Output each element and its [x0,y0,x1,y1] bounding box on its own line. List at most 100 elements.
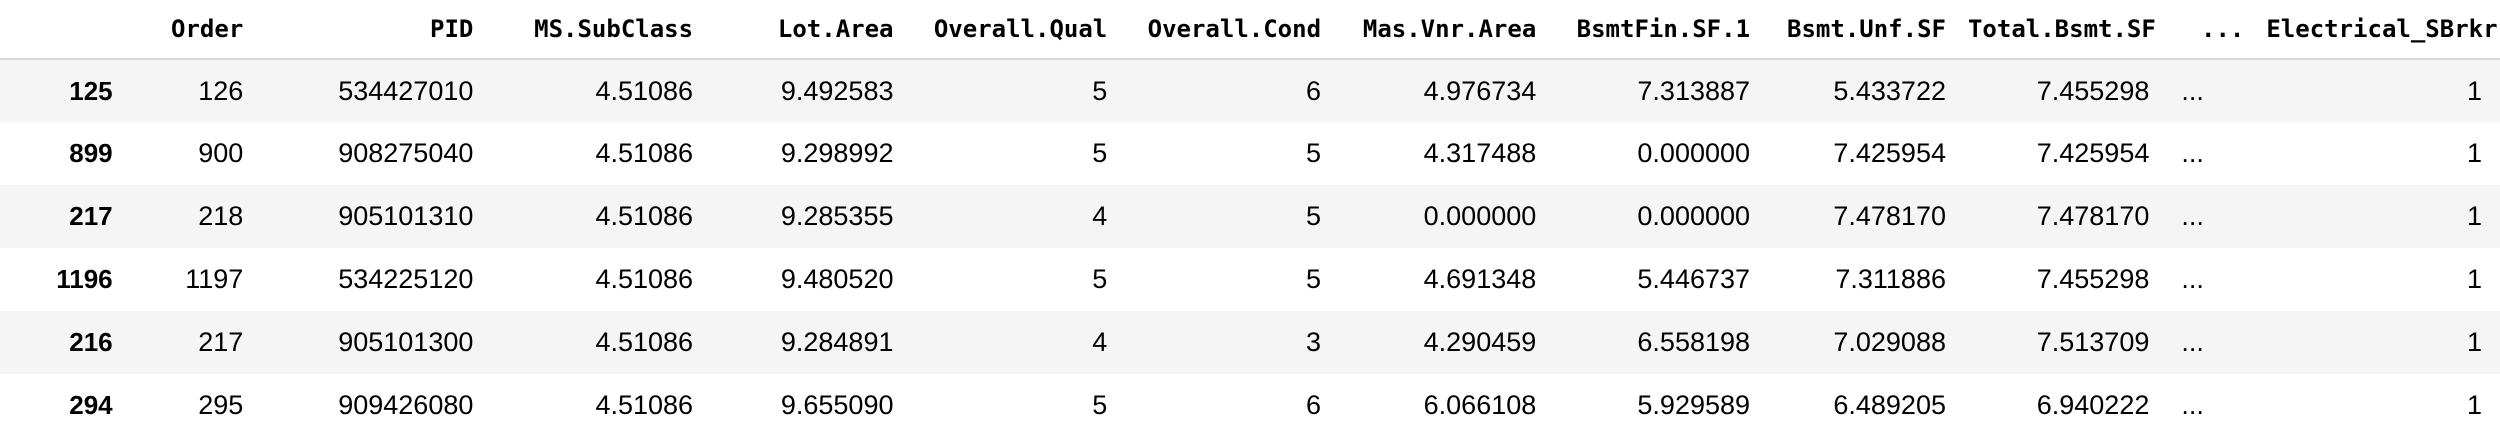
table-cell: 126 [198,75,244,106]
header-cell-total-bsmt-sf: Total.Bsmt.SF [1963,0,2168,60]
table-cell: 9.492583 [780,75,894,106]
table-header: Order PID MS.SubClass Lot.Area Overall.Q… [0,0,2500,60]
table-cell: 905101300 [338,327,474,357]
table-cell: 9.655090 [780,390,894,420]
table-cell: 6 [1305,75,1322,106]
table-row: 125 126 534427010 4.51086 9.492583 5 6 4… [0,59,2500,122]
table-cell: 6.489205 [1833,390,1946,420]
table-cell: 295 [198,390,244,420]
table-cell: 4.51086 [595,264,694,294]
row-index-cell: 294 [69,390,113,420]
table-cell: 6.940222 [2036,390,2150,420]
table-cell: 905101310 [338,201,474,231]
table-cell: 7.513709 [2036,327,2150,357]
table-body: 125 126 534427010 4.51086 9.492583 5 6 4… [0,59,2500,436]
table-cell: 5 [1305,201,1322,231]
row-index-cell: 217 [69,201,113,231]
header-cell-overall-cond: Overall.Cond [1125,0,1340,60]
ellipsis-cell: ... [2181,201,2204,231]
table-cell: 1 [2466,390,2482,420]
table-cell: 5.433722 [1833,75,1946,106]
header-cell-overall-qual: Overall.Qual [911,0,1126,60]
table-cell: 217 [198,327,244,357]
table-cell: 7.425954 [1833,138,1946,168]
table-cell: 7.311886 [1835,264,1946,294]
table-cell: 1 [2466,75,2482,106]
table-cell: 1 [2466,138,2482,168]
header-cell-electrical-sbrkr: Electrical_SBrkr [2262,0,2500,60]
header-cell-bsmt-unf-sf: Bsmt.Unf.SF [1768,0,1964,60]
table-cell: 6.558198 [1637,327,1751,357]
table-cell: 5 [1092,264,1108,294]
header-cell-pid: PID [261,0,492,60]
table-cell: 900 [198,138,244,168]
row-index-cell: 125 [69,75,113,106]
table-cell: 1197 [185,264,244,294]
header-cell-ellipsis: ... [2167,0,2263,60]
table-cell: 7.313887 [1637,75,1751,106]
table-cell: 4.51086 [595,327,694,357]
table-cell: 9.298992 [780,138,894,168]
table-row: 294 295 909426080 4.51086 9.655090 5 6 6… [0,374,2500,436]
table-cell: 5 [1092,75,1108,106]
table-cell: 0.000000 [1423,201,1537,231]
header-cell-lot-area: Lot.Area [711,0,912,60]
table-cell: 5 [1305,264,1322,294]
table-cell: 4.317488 [1423,138,1537,168]
table-cell: 7.029088 [1833,327,1946,357]
row-index-cell: 1196 [56,264,113,294]
table-cell: 4.51086 [595,390,694,420]
table-cell: 0.000000 [1637,138,1751,168]
ellipsis-cell: ... [2181,264,2204,294]
ellipsis-cell: ... [2181,138,2204,168]
ellipsis-cell: ... [2181,390,2204,420]
table-cell: 5.446737 [1637,264,1751,294]
table-cell: 5 [1305,138,1322,168]
table-cell: 9.284891 [780,327,894,357]
table-cell: 5 [1092,138,1108,168]
table-row: 217 218 905101310 4.51086 9.285355 4 5 0… [0,185,2500,248]
table-cell: 4.976734 [1423,75,1537,106]
table-cell: 4 [1092,327,1108,357]
table-cell: 908275040 [338,138,474,168]
header-cell-index [0,0,131,60]
table-cell: 7.455298 [2036,75,2150,106]
header-cell-bsmtfin-sf-1: BsmtFin.SF.1 [1554,0,1769,60]
table-cell: 3 [1305,327,1322,357]
table-row: 899 900 908275040 4.51086 9.298992 5 5 4… [0,122,2500,185]
table-cell: 6.066108 [1423,390,1537,420]
table-cell: 1 [2466,264,2482,294]
table-cell: 218 [198,201,244,231]
header-cell-mas-vnr-area: Mas.Vnr.Area [1339,0,1555,60]
ellipsis-cell: ... [2181,75,2204,106]
table-cell: 1 [2466,327,2482,357]
table-cell: 909426080 [338,390,474,420]
header-row: Order PID MS.SubClass Lot.Area Overall.Q… [0,0,2500,60]
table-cell: 9.285355 [780,201,894,231]
table-cell: 4.290459 [1423,327,1537,357]
table-cell: 0.000000 [1637,201,1751,231]
table-cell: 7.478170 [1833,201,1946,231]
table-cell: 5 [1092,390,1108,420]
header-cell-ms-subclass: MS.SubClass [491,0,712,60]
table-cell: 534225120 [338,264,474,294]
table-cell: 4.51086 [595,138,694,168]
table-cell: 1 [2466,201,2482,231]
table-cell: 7.455298 [2036,264,2150,294]
table-cell: 9.480520 [780,264,894,294]
table-cell: 534427010 [338,75,474,106]
table-cell: 4.51086 [595,201,694,231]
table-cell: 4.51086 [595,75,694,106]
table-cell: 7.478170 [2036,201,2150,231]
ellipsis-cell: ... [2181,327,2204,357]
table-cell: 7.425954 [2036,138,2150,168]
table-cell: 6 [1305,390,1322,420]
table-row: 216 217 905101300 4.51086 9.284891 4 3 4… [0,311,2500,374]
header-cell-order: Order [130,0,262,60]
table-cell: 5.929589 [1637,390,1751,420]
table-cell: 4 [1092,201,1108,231]
row-index-cell: 216 [69,327,113,357]
row-index-cell: 899 [69,138,113,168]
